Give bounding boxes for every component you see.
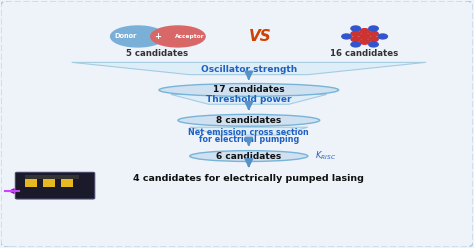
Ellipse shape xyxy=(151,26,205,47)
Text: $K_{RISC}$: $K_{RISC}$ xyxy=(315,150,336,162)
Ellipse shape xyxy=(178,114,319,126)
Circle shape xyxy=(369,42,378,47)
Ellipse shape xyxy=(190,151,308,161)
Text: 6 candidates: 6 candidates xyxy=(216,152,282,160)
Ellipse shape xyxy=(110,26,165,47)
Bar xyxy=(25,175,79,179)
Text: VS: VS xyxy=(249,29,272,44)
Circle shape xyxy=(369,31,378,36)
Circle shape xyxy=(369,37,378,42)
Circle shape xyxy=(360,34,369,39)
Circle shape xyxy=(369,26,378,31)
Text: 5 candidates: 5 candidates xyxy=(126,49,188,58)
Text: Donor: Donor xyxy=(115,33,137,39)
Circle shape xyxy=(351,37,360,42)
Text: 16 candidates: 16 candidates xyxy=(330,49,399,58)
Text: 17 candidates: 17 candidates xyxy=(213,86,284,94)
Text: Oscillator strength: Oscillator strength xyxy=(201,65,297,74)
Polygon shape xyxy=(72,62,426,75)
Text: Threshold power: Threshold power xyxy=(206,95,292,104)
Text: Acceptor: Acceptor xyxy=(175,34,205,39)
Ellipse shape xyxy=(159,84,338,96)
Text: 4 candidates for electrically pumped lasing: 4 candidates for electrically pumped las… xyxy=(133,174,364,183)
Circle shape xyxy=(351,31,360,36)
FancyBboxPatch shape xyxy=(15,172,95,199)
Circle shape xyxy=(360,39,369,44)
Bar xyxy=(25,176,37,187)
Circle shape xyxy=(351,42,360,47)
Polygon shape xyxy=(171,94,327,104)
Text: Net emission cross section: Net emission cross section xyxy=(189,128,309,137)
Bar xyxy=(61,176,73,187)
Circle shape xyxy=(351,26,360,31)
Circle shape xyxy=(360,29,369,33)
Bar xyxy=(43,176,55,187)
Circle shape xyxy=(378,34,387,39)
Polygon shape xyxy=(190,127,308,135)
Circle shape xyxy=(342,34,351,39)
Text: for electrical pumping: for electrical pumping xyxy=(199,135,299,144)
Text: 8 candidates: 8 candidates xyxy=(216,116,282,125)
Text: +: + xyxy=(154,32,161,41)
